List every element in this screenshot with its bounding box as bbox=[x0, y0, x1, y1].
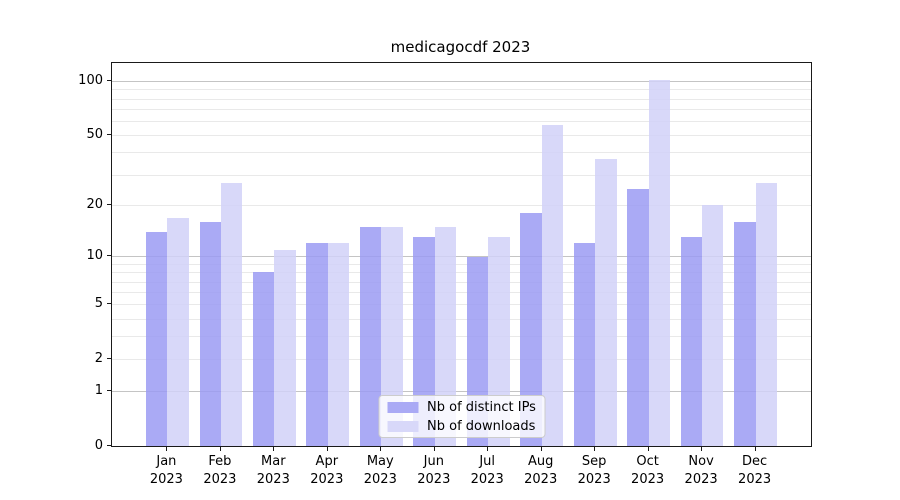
bar-ips-dec bbox=[734, 222, 756, 446]
y-tick bbox=[107, 80, 111, 81]
chart-title: medicagocdf 2023 bbox=[390, 38, 531, 56]
gridline-minor bbox=[112, 205, 811, 206]
y-tick-label: 50 bbox=[86, 127, 103, 142]
x-tick-label: Jun 2023 bbox=[417, 454, 451, 488]
x-tick bbox=[594, 447, 596, 451]
legend-entry-downloads: Nb of downloads bbox=[379, 419, 544, 434]
gridline-minor bbox=[112, 359, 811, 360]
gridline-major bbox=[112, 81, 811, 82]
x-tick-label: May 2023 bbox=[363, 454, 397, 488]
x-tick-label: Oct 2023 bbox=[631, 454, 665, 488]
y-tick bbox=[107, 134, 111, 135]
x-tick-label: Jan 2023 bbox=[149, 454, 183, 488]
x-tick-label: Jul 2023 bbox=[470, 454, 504, 488]
gridline-minor bbox=[112, 121, 811, 122]
gridline-minor bbox=[112, 272, 811, 273]
y-tick-label: 5 bbox=[94, 296, 103, 311]
x-tick-label: Mar 2023 bbox=[256, 454, 290, 488]
gridline-major bbox=[112, 256, 811, 257]
bar-downloads-jun bbox=[434, 226, 457, 446]
x-tick bbox=[647, 447, 649, 451]
plot-area: Nb of distinct IPs Nb of downloads bbox=[111, 62, 812, 447]
legend-label-distinct-ips: Nb of distinct IPs bbox=[427, 399, 536, 415]
bar-downloads-sep bbox=[595, 158, 617, 446]
x-tick bbox=[754, 447, 756, 451]
gridline-major bbox=[112, 391, 811, 392]
y-tick bbox=[107, 358, 111, 359]
gridline-minor bbox=[112, 304, 811, 305]
x-tick-label: Feb 2023 bbox=[203, 454, 237, 488]
y-tick bbox=[107, 390, 111, 391]
bar-downloads-may bbox=[381, 226, 403, 446]
bar-ips-oct bbox=[627, 188, 649, 446]
y-tick-label: 1 bbox=[94, 383, 103, 398]
bar-downloads-oct bbox=[648, 79, 670, 446]
bar-ips-mar bbox=[252, 272, 275, 446]
legend-swatch-downloads bbox=[387, 420, 418, 432]
x-tick-label: Sep 2023 bbox=[577, 454, 611, 488]
x-tick bbox=[380, 447, 382, 451]
y-tick bbox=[107, 204, 111, 205]
x-tick bbox=[219, 447, 221, 451]
gridline-minor bbox=[112, 99, 811, 100]
bar-downloads-aug bbox=[541, 125, 564, 446]
y-tick-label: 2 bbox=[94, 351, 103, 366]
bar-ips-jan bbox=[146, 232, 168, 446]
y-tick-label: 100 bbox=[78, 73, 103, 88]
bar-ips-apr bbox=[306, 243, 328, 446]
y-tick-label: 20 bbox=[86, 197, 103, 212]
bar-downloads-feb bbox=[220, 182, 243, 446]
bar-ips-aug bbox=[520, 213, 542, 446]
y-tick bbox=[107, 303, 111, 304]
gridline-minor bbox=[112, 152, 811, 153]
x-tick bbox=[701, 447, 703, 451]
bar-ips-sep bbox=[573, 243, 596, 446]
bar-downloads-nov bbox=[702, 205, 724, 446]
bar-downloads-apr bbox=[327, 243, 350, 446]
gridline-minor bbox=[112, 135, 811, 136]
legend-entry-distinct-ips: Nb of distinct IPs bbox=[379, 400, 544, 415]
bar-ips-feb bbox=[199, 222, 221, 446]
y-tick-label: 0 bbox=[94, 438, 103, 453]
x-tick-label: Apr 2023 bbox=[310, 454, 344, 488]
x-tick bbox=[487, 447, 489, 451]
legend-label-downloads: Nb of downloads bbox=[427, 418, 536, 434]
gridline-minor bbox=[112, 292, 811, 293]
x-tick bbox=[166, 447, 168, 451]
legend: Nb of distinct IPs Nb of downloads bbox=[378, 395, 545, 438]
x-tick bbox=[433, 447, 435, 451]
gridline-minor bbox=[112, 89, 811, 90]
gridline-minor bbox=[112, 319, 811, 320]
gridline-minor bbox=[112, 336, 811, 337]
gridline-minor bbox=[112, 264, 811, 265]
gridline-minor bbox=[112, 109, 811, 110]
x-tick bbox=[326, 447, 328, 451]
bar-ips-may bbox=[359, 226, 382, 446]
bar-ips-nov bbox=[680, 237, 703, 446]
x-tick bbox=[273, 447, 275, 451]
gridline-minor bbox=[112, 175, 811, 176]
bar-downloads-jan bbox=[167, 217, 189, 446]
y-tick bbox=[107, 445, 111, 446]
y-tick bbox=[107, 255, 111, 256]
bar-downloads-jul bbox=[488, 237, 510, 446]
x-tick bbox=[540, 447, 542, 451]
bar-downloads-mar bbox=[274, 249, 296, 446]
bar-downloads-dec bbox=[755, 182, 777, 446]
y-tick-label: 10 bbox=[86, 248, 103, 263]
x-tick-label: Aug 2023 bbox=[524, 454, 558, 488]
legend-swatch-distinct-ips bbox=[387, 401, 418, 413]
bar-ips-jun bbox=[413, 237, 435, 446]
x-tick-label: Dec 2023 bbox=[738, 454, 772, 488]
x-tick-label: Nov 2023 bbox=[684, 454, 718, 488]
gridline-minor bbox=[112, 282, 811, 283]
